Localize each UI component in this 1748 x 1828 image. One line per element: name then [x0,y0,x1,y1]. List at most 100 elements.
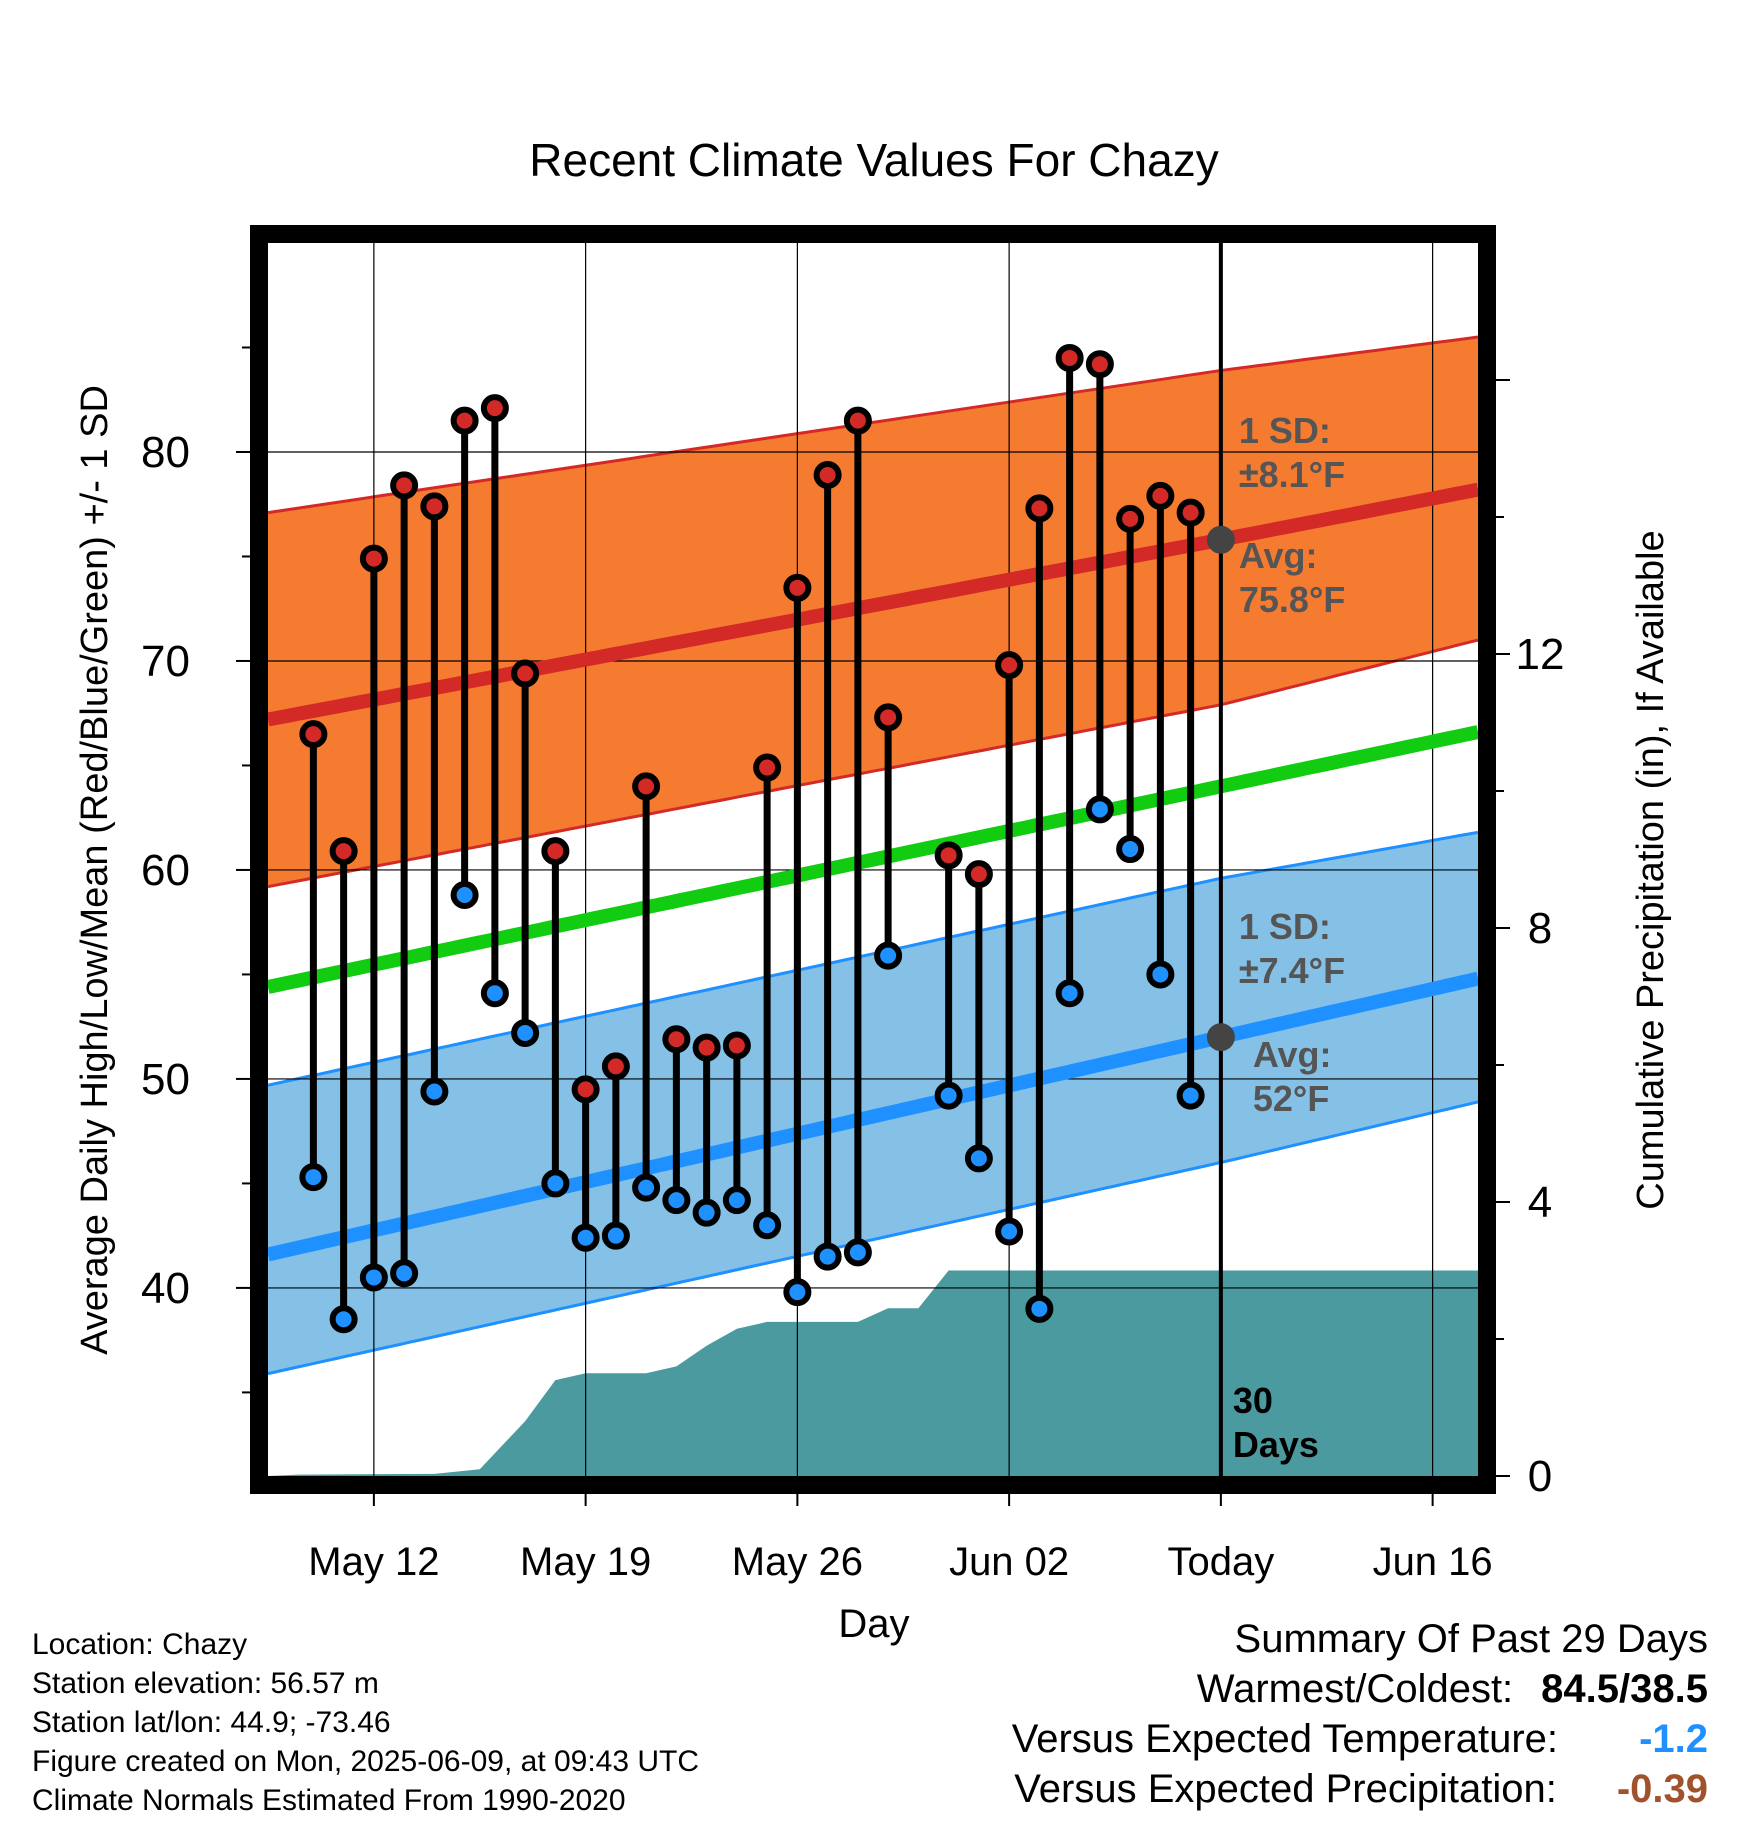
y-tick-label: 80 [141,428,190,477]
y2-axis-label: Cumulative Precipitation (in), If Availa… [1630,530,1672,1209]
latlon-text: Station lat/lon: 44.9; -73.46 [32,1706,391,1739]
low-sd-label: 1 SD: [1239,906,1331,947]
high-sd-label: 1 SD: [1239,410,1331,451]
high-avg-value: 75.8°F [1239,579,1345,620]
high-point [692,1033,721,1062]
low-point [1116,835,1145,864]
x-tick-label: May 12 [308,1540,439,1584]
high-point [1025,494,1054,523]
low-point [420,1077,449,1106]
normal-lines [266,482,1480,1262]
low-point [299,1163,328,1192]
high-point [480,394,509,423]
high-point [1176,498,1205,527]
low-avg-value: 52°F [1253,1078,1329,1119]
plot-frame [250,225,1496,1494]
low-sd-band-lower-edge [267,1100,1479,1376]
x-tick-label: Jun 16 [1373,1540,1493,1584]
high-point [1085,350,1114,379]
precipitation-area [268,1270,1478,1476]
summary-title: Summary Of Past 29 Days [1234,1617,1708,1661]
low-point [783,1278,812,1307]
high-point [843,406,872,435]
low-point [1025,1294,1054,1323]
x-axis-label: Day [838,1602,909,1646]
low-point [480,979,509,1008]
low-point [874,941,903,970]
y-tick-label: 70 [141,637,190,686]
high-point [964,860,993,889]
x-tick-label: May 26 [732,1540,863,1584]
low-point [541,1169,570,1198]
high-point [874,703,903,732]
low-point [511,1018,540,1047]
high-point [420,492,449,521]
low-point [722,1186,751,1215]
low-sd-band [268,832,1478,1374]
y-axis-label: Average Daily High/Low/Mean (Red/Blue/Gr… [74,385,116,1355]
low-point [662,1186,691,1215]
x-tick-label: Jun 02 [949,1540,1069,1584]
high-sd-value: ±8.1°F [1239,454,1345,495]
axes: May 12 May 19 May 26 Jun 02 Today Jun 1640506… [141,225,1564,1584]
low-point [843,1238,872,1267]
y2-tick-label: 4 [1528,1178,1552,1227]
high-point [934,841,963,870]
low-point [329,1305,358,1334]
versus-temp-label: Versus Expected Temperature: [1011,1717,1558,1761]
low-point [753,1211,782,1240]
period-label-unit: Days [1233,1424,1319,1465]
warmest-coldest-value: 84.5/38.5 [1541,1667,1708,1711]
high-point [1055,343,1084,372]
y-tick-label: 50 [141,1055,190,1104]
high-point [299,720,328,749]
versus-precip-label: Versus Expected Precipitation: [1014,1767,1557,1811]
chart-title: Recent Climate Values For Chazy [529,134,1218,186]
high-today-marker [1206,525,1235,554]
station-info: Location: Chazy Station elevation: 56.57… [32,1625,699,1820]
low-today-marker [1206,1023,1235,1052]
high-point [390,471,419,500]
low-avg-label: Avg: [1253,1034,1332,1075]
low-point [1085,795,1114,824]
low-point [571,1223,600,1252]
high-point [541,837,570,866]
observations [299,343,1205,1334]
high-point [601,1052,630,1081]
high-point [722,1031,751,1060]
x-tick-label: Today [1168,1540,1275,1584]
y-tick-label: 60 [141,846,190,895]
low-point [1146,960,1175,989]
versus-precip-value: -0.39 [1616,1767,1708,1811]
high-normal-line [266,482,1480,727]
high-point [1116,504,1145,533]
high-point [1146,481,1175,510]
low-point [1055,979,1084,1008]
high-point [662,1025,691,1054]
low-point [964,1144,993,1173]
high-avg-label: Avg: [1239,535,1318,576]
high-point [571,1075,600,1104]
high-point [329,837,358,866]
low-point [934,1081,963,1110]
low-point [995,1217,1024,1246]
high-point [450,406,479,435]
y2-tick-label: 8 [1528,904,1552,953]
low-point [601,1221,630,1250]
high-sd-band-lower-edge [267,638,1479,889]
versus-temp-value: -1.2 [1639,1717,1708,1761]
mean-normal-line [266,725,1480,994]
low-point [1176,1081,1205,1110]
y-tick-label: 40 [141,1264,190,1313]
low-sd-band-upper-edge [267,830,1479,1087]
low-normal-line [266,971,1480,1262]
high-point [632,772,661,801]
period-label-number: 30 [1233,1380,1273,1421]
low-point [390,1259,419,1288]
high-point [359,544,388,573]
y2-tick-label: 0 [1528,1452,1552,1501]
high-point [995,651,1024,680]
high-point [783,573,812,602]
